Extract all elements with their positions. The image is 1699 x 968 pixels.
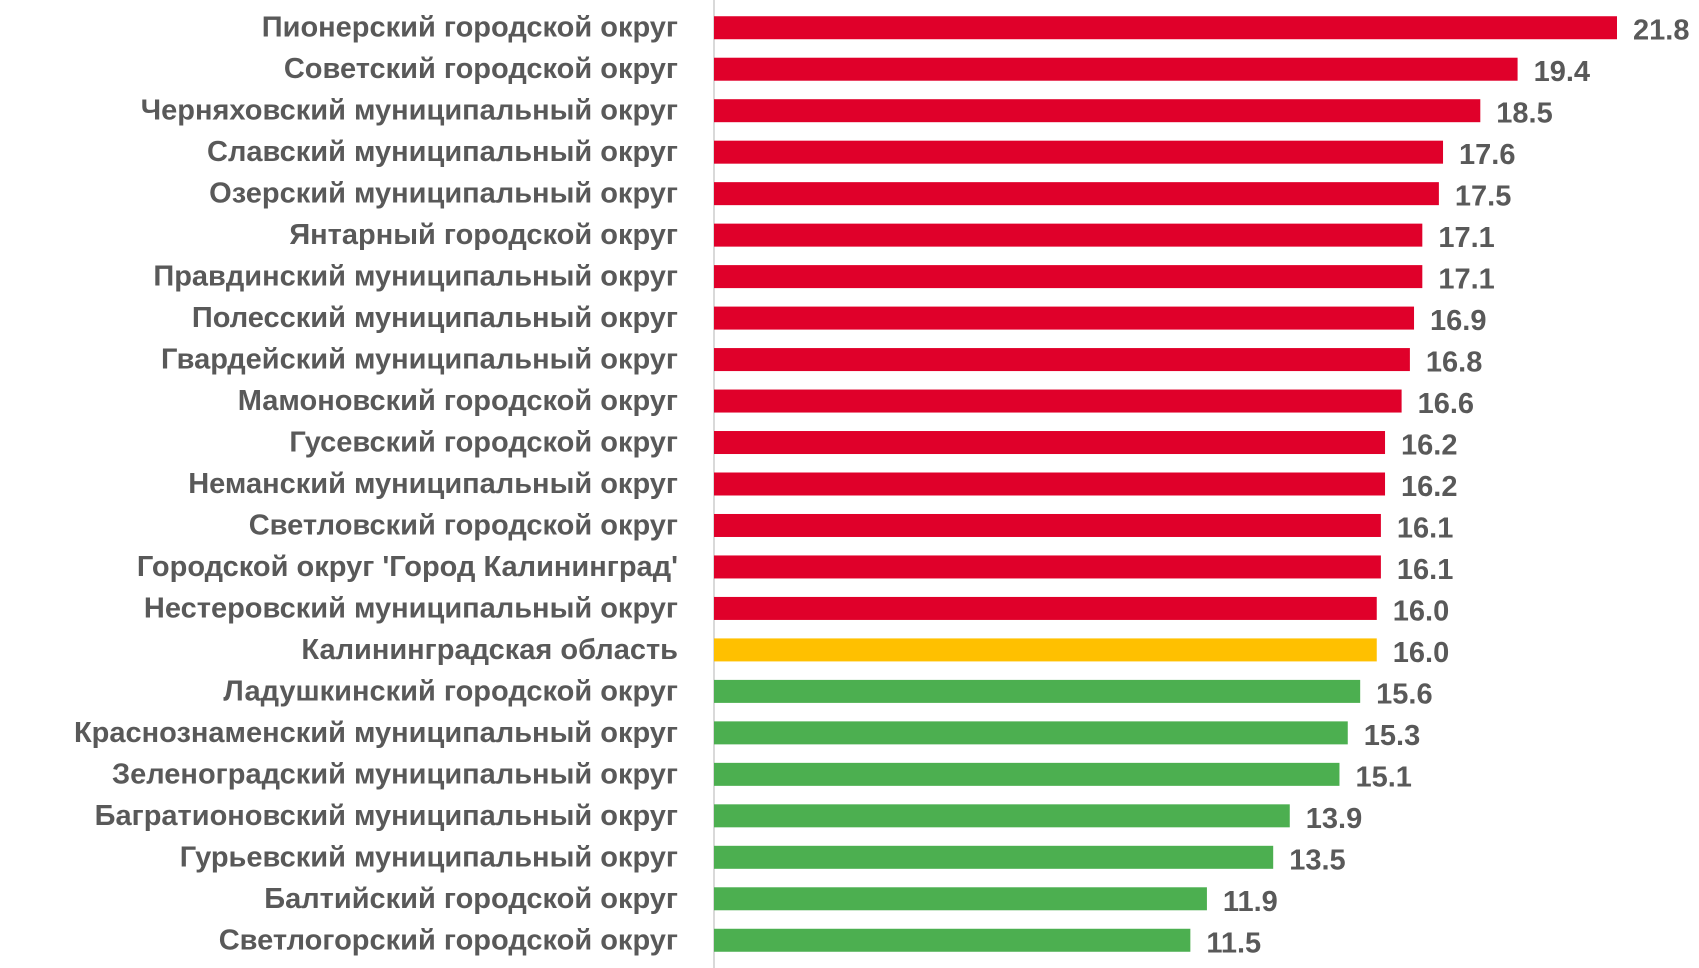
category-label: Советский городской округ — [284, 53, 678, 85]
bar — [714, 306, 1415, 330]
bar — [714, 99, 1481, 123]
bar — [714, 887, 1207, 911]
bar — [714, 638, 1377, 662]
bar — [714, 265, 1423, 289]
category-label: Калининградская область — [301, 634, 678, 666]
bar — [714, 57, 1518, 81]
bar — [714, 762, 1340, 786]
bar — [714, 555, 1381, 579]
bar — [714, 513, 1381, 537]
bar — [714, 472, 1386, 496]
value-label: 17.6 — [1459, 139, 1515, 171]
category-label: Светловский городской округ — [249, 509, 678, 541]
value-label: 16.9 — [1430, 305, 1486, 337]
value-label: 17.1 — [1438, 222, 1494, 254]
value-label: 15.1 — [1355, 761, 1411, 793]
category-label: Гурьевский муниципальный округ — [180, 841, 678, 873]
value-label: 16.0 — [1393, 637, 1449, 669]
value-label: 16.1 — [1397, 554, 1453, 586]
value-label: 16.1 — [1397, 512, 1453, 544]
category-label: Городской округ 'Город Калининград' — [137, 551, 678, 583]
bar — [714, 348, 1410, 372]
bars — [714, 16, 1617, 952]
bar — [714, 804, 1290, 828]
category-label: Гусевский городской округ — [289, 427, 678, 459]
category-label: Светлогорский городской округ — [219, 924, 678, 956]
value-label: 15.6 — [1376, 678, 1432, 710]
category-label: Нестеровский муниципальный округ — [144, 592, 678, 624]
bar — [714, 845, 1274, 869]
value-labels: 21.8 19.4 18.5 17.6 17.5 17.1 17.1 16.9 16.8 16.6… — [1206, 15, 1689, 960]
bar — [714, 431, 1386, 455]
category-label: Янтарный городской округ — [289, 219, 678, 251]
category-label: Черняховский муниципальный округ — [141, 95, 678, 127]
bar — [714, 596, 1377, 620]
category-label: Зеленоградский муниципальный округ — [112, 758, 678, 790]
value-label: 16.2 — [1401, 430, 1457, 462]
value-label: 13.5 — [1289, 844, 1345, 876]
value-label: 13.9 — [1306, 803, 1362, 835]
bar — [714, 223, 1423, 247]
value-label: 16.8 — [1426, 347, 1482, 379]
category-label: Багратионовский муниципальный округ — [95, 800, 678, 832]
category-label: Пионерский городской округ — [262, 12, 678, 44]
bar — [714, 16, 1617, 40]
value-label: 21.8 — [1633, 15, 1689, 47]
category-label: Балтийский городской округ — [264, 883, 678, 915]
category-label: Правдинский муниципальный округ — [153, 261, 678, 293]
value-label: 16.0 — [1393, 595, 1449, 627]
category-label: Неманский муниципальный округ — [188, 468, 678, 500]
value-label: 16.6 — [1418, 388, 1474, 420]
value-label: 15.3 — [1364, 720, 1420, 752]
category-labels: Пионерский городской округ Советский горо… — [74, 12, 678, 957]
category-label: Полесский муниципальный округ — [192, 302, 678, 334]
bar — [714, 182, 1439, 206]
bar — [714, 140, 1444, 164]
value-label: 17.5 — [1455, 181, 1511, 213]
category-label: Мамоновский городской округ — [238, 385, 678, 417]
value-label: 19.4 — [1534, 56, 1590, 88]
category-label: Славский муниципальный округ — [207, 136, 678, 168]
value-label: 17.1 — [1438, 264, 1494, 296]
bar — [714, 928, 1191, 952]
category-label: Гвардейский муниципальный округ — [161, 344, 678, 376]
bar — [714, 679, 1361, 703]
value-label: 11.5 — [1206, 927, 1261, 959]
category-label: Озерский муниципальный округ — [209, 178, 678, 210]
bar — [714, 721, 1348, 745]
value-label: 11.9 — [1223, 886, 1278, 918]
value-label: 16.2 — [1401, 471, 1457, 503]
category-label: Краснознаменский муниципальный округ — [74, 717, 678, 749]
value-label: 18.5 — [1496, 98, 1552, 130]
category-label: Ладушкинский городской округ — [223, 675, 678, 707]
bar — [714, 389, 1402, 413]
